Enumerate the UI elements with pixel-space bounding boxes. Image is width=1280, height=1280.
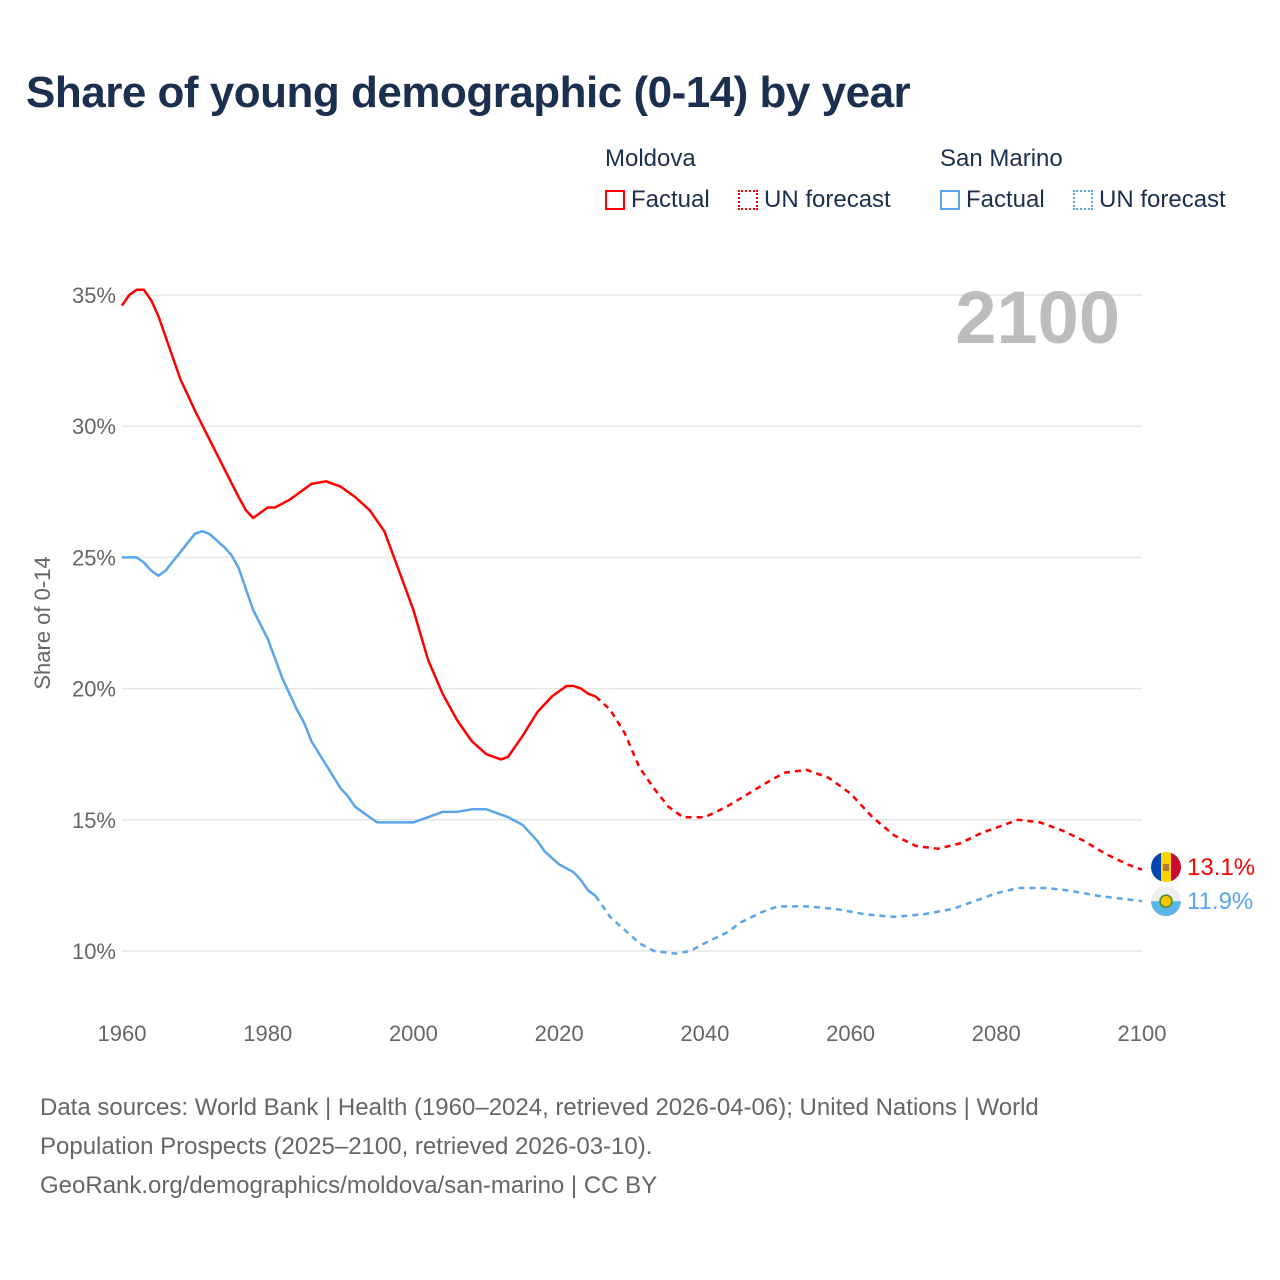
y-tick-label: 35% (72, 283, 116, 308)
footer-source-line: Data sources: World Bank | Health (1960–… (40, 1094, 1039, 1121)
flag-emblem (1163, 864, 1169, 871)
legend-moldova-forecast[interactable]: UN forecast (738, 186, 891, 214)
legend-san-marino-forecast[interactable]: UN forecast (1073, 186, 1226, 214)
legend-country-moldova: Moldova (605, 145, 696, 172)
legend-swatch-solid (940, 190, 960, 210)
x-tick-label: 2040 (680, 1021, 729, 1046)
flag-stripe (1171, 852, 1181, 882)
flag-stripe (1151, 886, 1181, 902)
x-tick-label: 2060 (826, 1021, 875, 1046)
x-tick-label: 2000 (389, 1021, 438, 1046)
legend-country-san-marino: San Marino (940, 145, 1063, 172)
legend-label: Factual (631, 186, 710, 213)
flag-body (1151, 852, 1181, 882)
legend-label: Factual (966, 186, 1045, 213)
legend-moldova-factual[interactable]: Factual (605, 186, 710, 214)
legend-swatch-dotted (1073, 190, 1093, 210)
moldova-flag-icon (1151, 852, 1181, 882)
x-tick-label: 1960 (98, 1021, 147, 1046)
legend-san-marino-factual[interactable]: Factual (940, 186, 1045, 214)
x-tick-label: 2080 (972, 1021, 1021, 1046)
series-line-forecast (594, 695, 1143, 871)
flag-stripe (1151, 901, 1181, 917)
legend-label: UN forecast (764, 186, 891, 213)
series-line-forecast (594, 886, 1143, 955)
line-chart: 2100 10% 15% 20% 25% 30% 35% 1960 1980 2000 2020 2… (30, 276, 1255, 1046)
flag-stripe (1151, 852, 1161, 882)
y-tick-label: 15% (72, 808, 116, 833)
y-tick-label: 25% (72, 545, 116, 570)
end-value-label: 13.1% (1187, 854, 1255, 881)
y-tick-label: 30% (72, 414, 116, 439)
san-marino-flag-icon (1151, 886, 1181, 917)
x-tick-label: 2020 (535, 1021, 584, 1046)
legend-swatch-dotted (738, 190, 758, 210)
y-axis-label: Share of 0-14 (30, 556, 55, 689)
end-value-label: 11.9% (1187, 888, 1253, 915)
series-line-factual (122, 529, 597, 897)
x-tick-label: 1980 (243, 1021, 292, 1046)
year-watermark: 2100 (955, 276, 1120, 359)
series-line-factual (120, 288, 597, 761)
footer: Data sources: World Bank | Health (1960–… (40, 1088, 1240, 1205)
flag-body (1151, 886, 1181, 917)
footer-link[interactable]: GeoRank.org/demographics/moldova/san-mar… (40, 1172, 658, 1199)
y-tick-label: 10% (72, 939, 116, 964)
y-tick-label: 20% (72, 677, 116, 702)
flag-emblem (1159, 894, 1173, 908)
x-tick-label: 2100 (1118, 1021, 1167, 1046)
chart-title: Share of young demographic (0-14) by yea… (26, 68, 911, 117)
legend-label: UN forecast (1099, 186, 1226, 213)
legend-swatch-solid (605, 190, 625, 210)
footer-source-line: Population Prospects (2025–2100, retriev… (40, 1133, 653, 1160)
